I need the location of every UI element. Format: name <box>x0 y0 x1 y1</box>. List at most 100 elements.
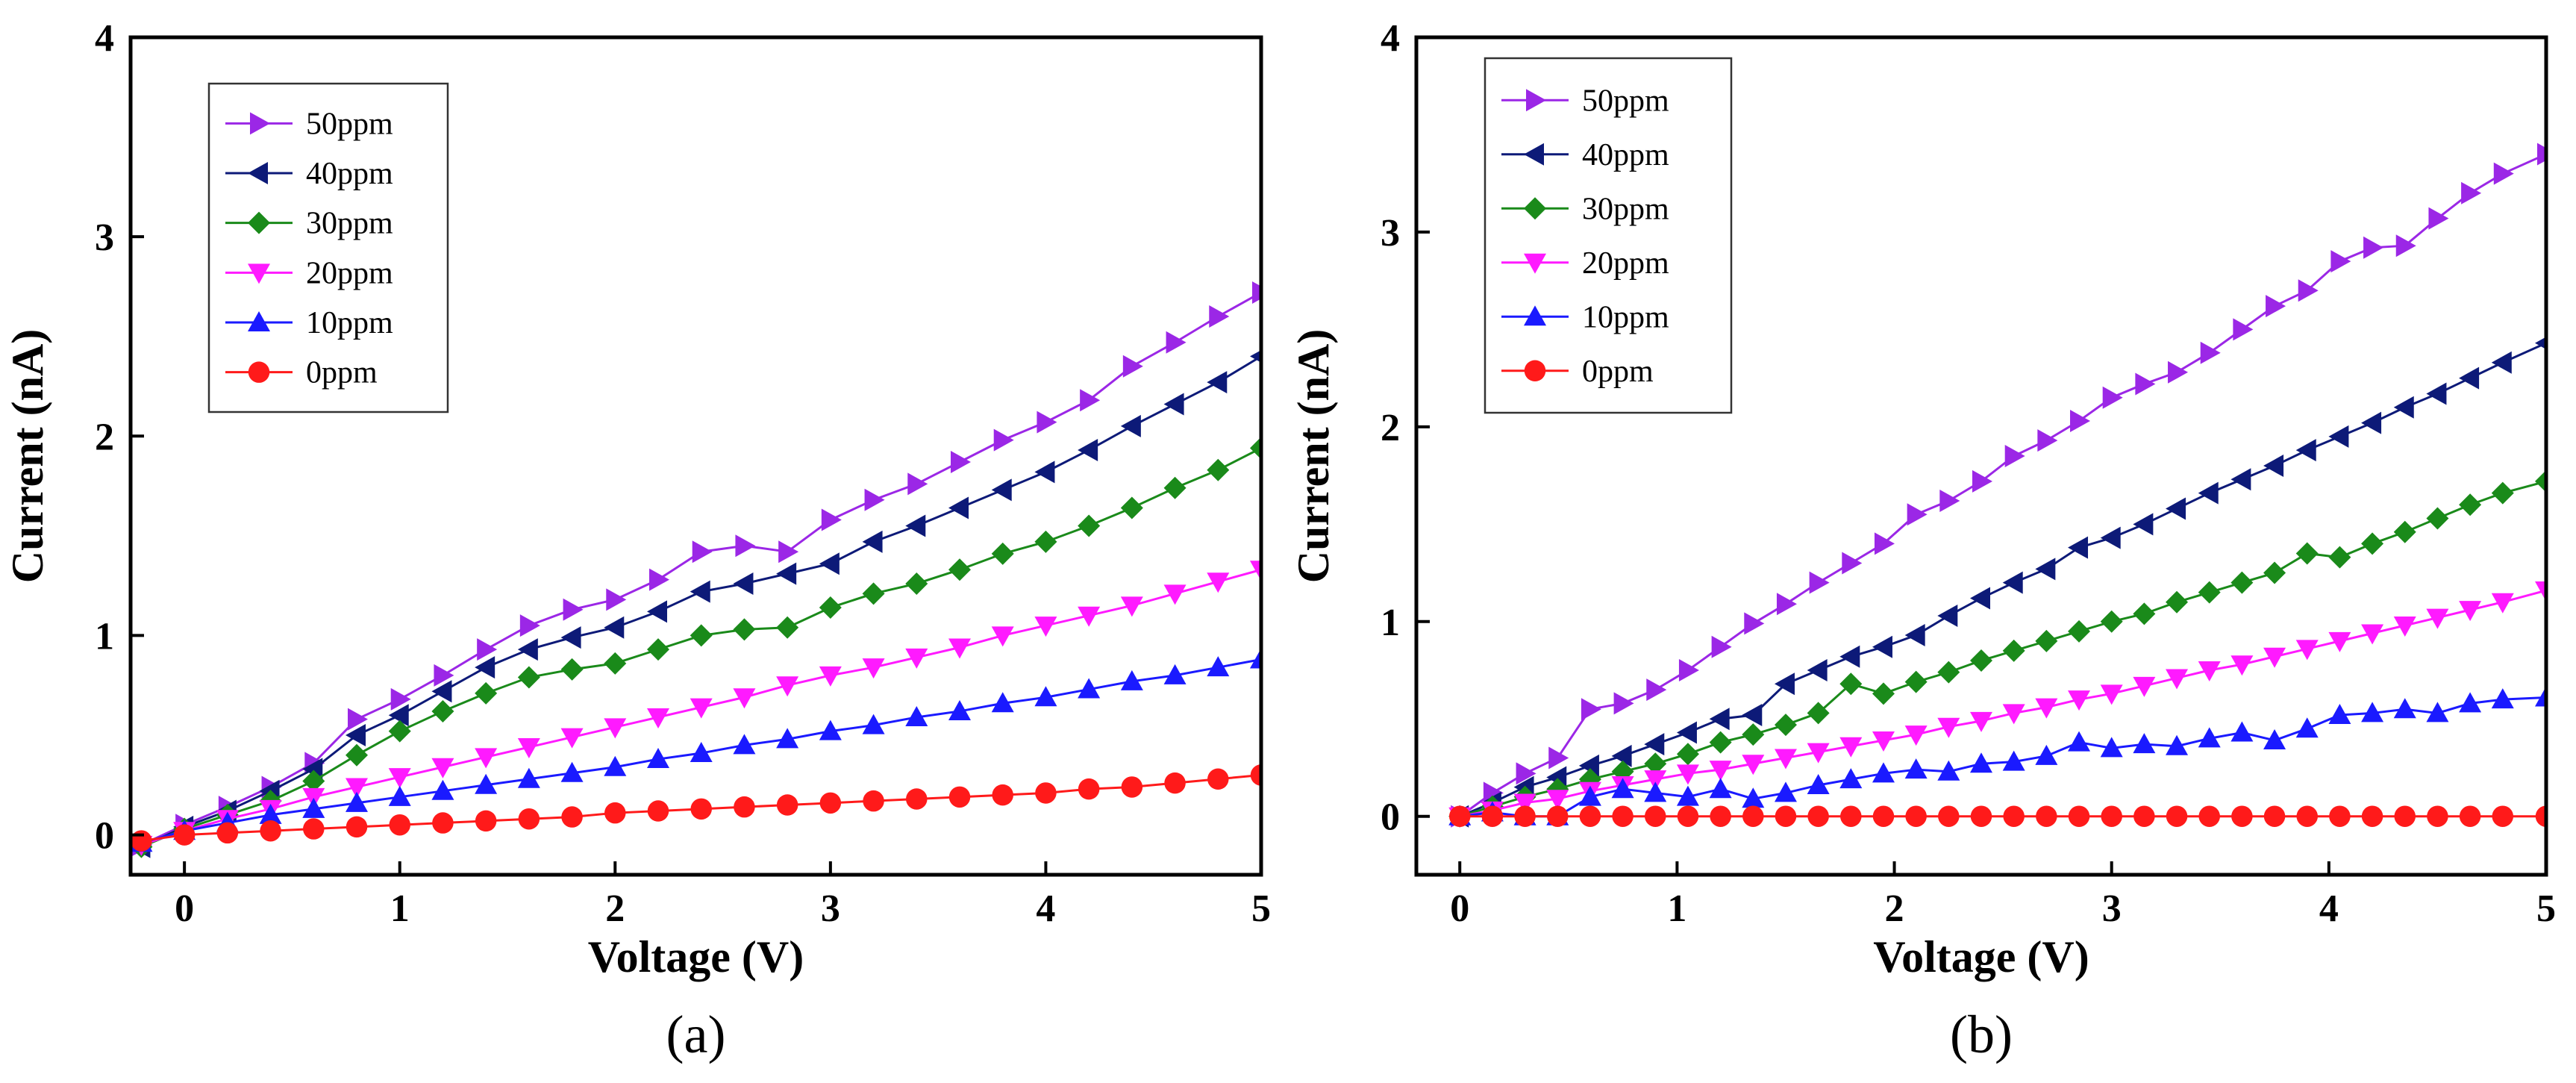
y-axis-label: Current (nA) <box>3 329 52 584</box>
data-point <box>2003 805 2025 827</box>
data-point <box>1164 772 1186 794</box>
legend-label: 50ppm <box>1582 84 1669 118</box>
legend: 50ppm 40ppm 30ppm 20ppm 10ppm 0ppm <box>207 82 449 413</box>
legend-label: 20ppm <box>1582 246 1669 281</box>
data-point <box>2459 601 2482 622</box>
data-point <box>604 802 626 824</box>
data-point <box>2198 581 2221 604</box>
data-point <box>2230 721 2254 742</box>
data-point <box>991 478 1012 502</box>
data-point <box>1207 371 1228 394</box>
data-point <box>1937 661 1960 684</box>
data-point <box>2263 647 2286 668</box>
data-point <box>1078 438 1098 461</box>
legend-entry: 10ppm <box>1501 300 1669 334</box>
data-point <box>2035 744 2058 765</box>
data-point <box>2393 617 2416 637</box>
data-point <box>1250 648 1261 669</box>
data-point <box>517 767 540 788</box>
x-tick-label: 4 <box>2319 887 2339 930</box>
data-point <box>2361 805 2383 827</box>
data-point <box>1034 686 1057 707</box>
data-point <box>2329 805 2351 827</box>
data-point <box>475 656 495 679</box>
data-point <box>173 824 196 846</box>
data-point <box>604 755 627 776</box>
data-point <box>1676 764 1699 785</box>
x-tick-label: 5 <box>1251 887 1271 930</box>
legend-marker <box>248 162 268 184</box>
data-point <box>1209 305 1230 328</box>
data-point <box>692 540 713 564</box>
data-point <box>517 666 540 689</box>
data-point <box>2361 532 2384 555</box>
data-point <box>388 785 411 806</box>
data-point <box>1774 781 1797 802</box>
data-point <box>2395 234 2416 258</box>
series-line <box>1459 342 2546 818</box>
data-point <box>647 800 669 822</box>
data-point <box>518 808 540 830</box>
data-point <box>1548 746 1569 770</box>
data-point <box>1120 414 1141 437</box>
data-point <box>346 778 368 799</box>
data-point <box>2035 698 2058 719</box>
data-point <box>2263 805 2286 827</box>
x-axis-label: Voltage (V) <box>588 932 804 981</box>
data-point <box>2002 571 2023 594</box>
x-tick-label: 2 <box>1885 887 1904 930</box>
data-point <box>1514 805 1536 827</box>
data-point <box>2002 750 2025 771</box>
data-point <box>1742 704 1763 727</box>
data-point <box>1645 805 1666 827</box>
data-point <box>733 734 756 755</box>
chart-panel-b: 0 1 2 3 4 5 0 1 2 3 4 Voltage (V) Current (nA) (b) 50p… <box>1289 17 2556 1064</box>
data-point <box>1842 552 1863 575</box>
data-point <box>2166 734 2189 755</box>
data-point <box>649 568 669 591</box>
data-point <box>604 616 625 639</box>
data-point <box>690 742 713 763</box>
data-point <box>1163 664 1187 684</box>
data-point <box>1678 659 1699 682</box>
legend-label: 0ppm <box>306 356 378 390</box>
data-point <box>2361 702 2384 722</box>
data-point <box>2068 536 2089 559</box>
data-point <box>2394 805 2416 827</box>
data-point <box>1709 731 1732 754</box>
data-point <box>1078 678 1101 699</box>
series-40ppm <box>131 350 1261 858</box>
plot-area <box>131 281 1261 858</box>
data-point <box>1839 768 1863 789</box>
data-point <box>1742 723 1765 746</box>
legend-label: 40ppm <box>1582 138 1669 172</box>
series-10ppm <box>131 648 1261 852</box>
data-point <box>517 738 540 759</box>
data-point <box>606 588 627 611</box>
data-point <box>2036 805 2057 827</box>
data-point <box>1937 760 1960 781</box>
x-tick-label: 2 <box>605 887 625 930</box>
data-point <box>1872 682 1895 705</box>
data-point <box>2230 655 2254 676</box>
data-point <box>2393 520 2416 543</box>
data-point <box>1448 805 1471 827</box>
y-tick-label: 4 <box>1381 17 1400 60</box>
data-point <box>991 692 1014 713</box>
data-point <box>1035 782 1057 804</box>
data-point <box>1774 714 1797 737</box>
data-point <box>2328 546 2351 569</box>
data-point <box>2535 581 2546 602</box>
data-point <box>1907 503 1928 526</box>
y-tick-label: 0 <box>1381 796 1400 839</box>
data-point <box>1080 389 1101 412</box>
plot-frame <box>128 35 1263 877</box>
data-point <box>475 748 498 769</box>
data-point <box>2263 728 2286 749</box>
data-point <box>864 488 885 511</box>
data-point <box>1840 805 1862 827</box>
data-point <box>2198 481 2219 505</box>
data-point <box>2100 610 2123 633</box>
data-point <box>733 572 754 595</box>
